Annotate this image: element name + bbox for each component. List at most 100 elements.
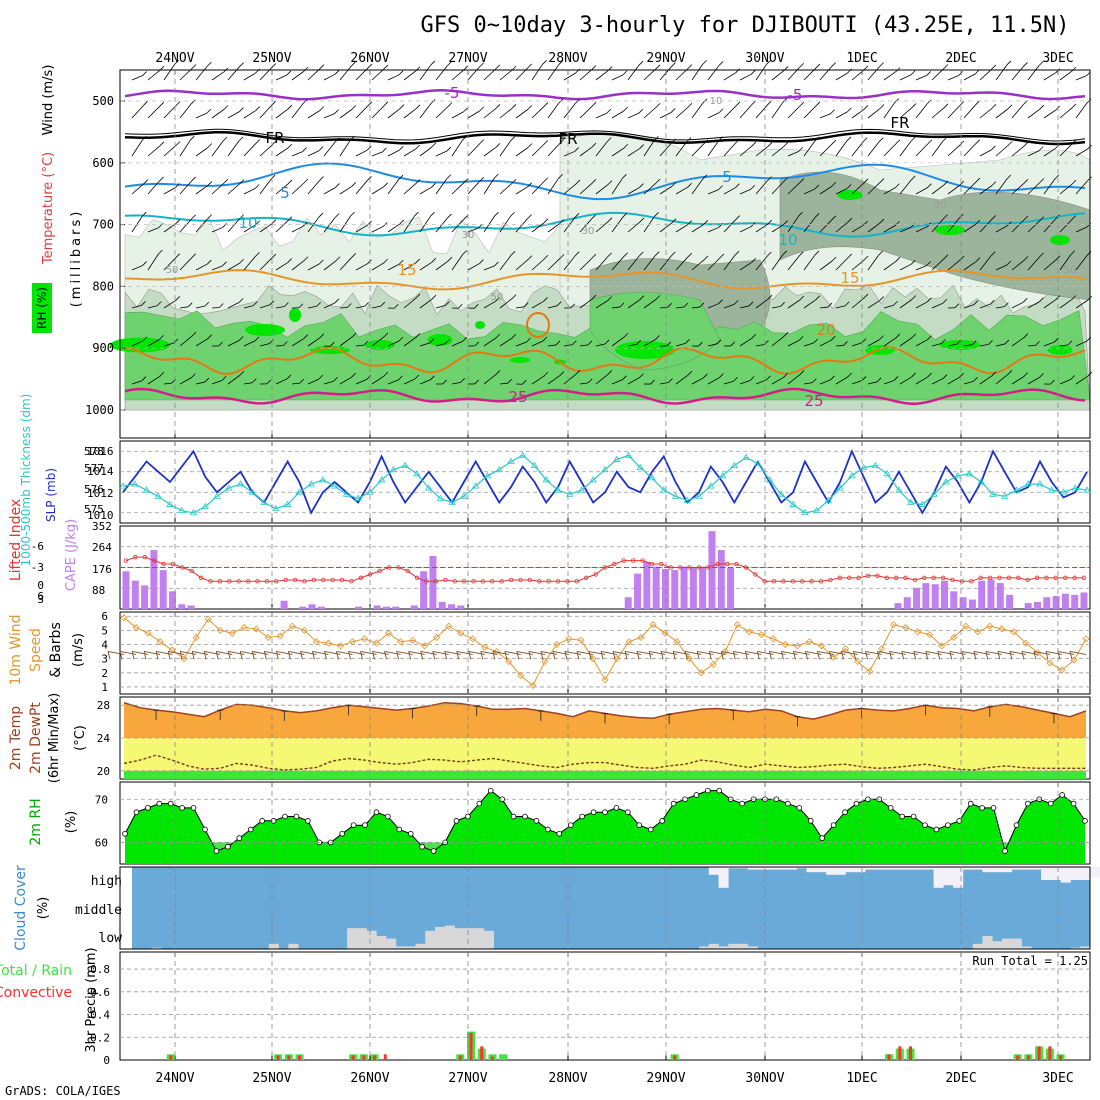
wind-barb bbox=[291, 182, 305, 195]
wind-barb-flag bbox=[799, 101, 805, 107]
cape-bar bbox=[410, 605, 418, 609]
cape-bar bbox=[940, 580, 948, 609]
li-marker bbox=[480, 579, 486, 584]
wind-barb bbox=[675, 141, 688, 157]
wind-barb-flag bbox=[238, 298, 244, 303]
li-marker bbox=[227, 579, 232, 584]
wind-barb bbox=[336, 650, 353, 655]
li-marker bbox=[302, 579, 307, 584]
temp-contour bbox=[124, 131, 1086, 146]
wind-barb-flag bbox=[925, 651, 929, 660]
wind-barb bbox=[723, 304, 735, 309]
wind-speed-marker bbox=[817, 642, 826, 650]
wind-barb bbox=[435, 260, 449, 271]
wind-barb bbox=[211, 182, 225, 195]
wind-barb-flag bbox=[275, 651, 279, 660]
wind-barb bbox=[707, 257, 721, 271]
wind-barb-flag bbox=[749, 376, 755, 381]
thickness-marker bbox=[589, 476, 597, 483]
wind-barb bbox=[371, 305, 381, 309]
wind-barb bbox=[307, 263, 320, 271]
wind-barb-flag bbox=[783, 177, 789, 182]
wind-barb-flag bbox=[1006, 60, 1012, 66]
wind-barb-flag bbox=[911, 333, 917, 339]
rh-marker bbox=[293, 813, 300, 820]
wind-barb bbox=[963, 223, 977, 233]
wind-barb-flag bbox=[187, 302, 193, 308]
wind-barb bbox=[611, 306, 621, 309]
wind-barb bbox=[611, 110, 624, 119]
ylabel-precip-2: Convective bbox=[0, 985, 72, 1001]
wind-barb bbox=[276, 650, 293, 655]
wind-speed-marker bbox=[300, 626, 308, 634]
cloud-high-bar bbox=[718, 867, 729, 888]
wind-barb bbox=[1011, 104, 1024, 119]
wind-barb bbox=[611, 336, 625, 347]
wind-speed-marker bbox=[312, 638, 320, 646]
wind-barb bbox=[673, 650, 690, 655]
wind-barb-flag bbox=[650, 379, 655, 385]
wind-barb-flag bbox=[831, 215, 837, 221]
wind-barb bbox=[131, 183, 145, 195]
wind-barb bbox=[829, 650, 846, 655]
wind-barb bbox=[1059, 183, 1073, 195]
wind-barb-flag bbox=[191, 214, 196, 220]
wind-barb-flag bbox=[398, 375, 403, 381]
wind-barb-flag bbox=[783, 142, 789, 147]
wind-barb-flag bbox=[991, 371, 997, 377]
wind-barb bbox=[371, 336, 385, 347]
date-label-top: 2DEC bbox=[945, 51, 976, 66]
wind-barb-flag bbox=[215, 651, 219, 660]
wind-barb-flag bbox=[668, 378, 673, 383]
li-marker bbox=[330, 577, 335, 583]
wind-barb-flag bbox=[222, 223, 227, 228]
wind-barb bbox=[451, 69, 465, 81]
wind-barb-flag bbox=[143, 179, 149, 184]
wind-barb bbox=[787, 182, 801, 195]
wind-barb bbox=[835, 257, 849, 271]
wind-barb bbox=[883, 71, 897, 81]
li-line bbox=[125, 556, 1084, 582]
wind-barb bbox=[211, 380, 223, 385]
wind-barb-flag bbox=[815, 63, 821, 69]
wind-barb bbox=[307, 150, 320, 157]
wind-barb bbox=[195, 381, 205, 385]
wind-barb bbox=[915, 103, 928, 119]
wind-barb-flag bbox=[473, 304, 479, 309]
cloud-high-bar bbox=[747, 867, 758, 870]
wind-barb bbox=[195, 112, 208, 119]
wind-barb bbox=[504, 650, 521, 655]
rh-marker bbox=[133, 809, 140, 816]
wind-barb bbox=[817, 650, 834, 655]
temp-contour bbox=[124, 89, 1086, 101]
rh-marker bbox=[785, 800, 791, 807]
wind-barb-flag bbox=[751, 141, 757, 147]
cloud-low-bar bbox=[738, 943, 749, 949]
wind-barb bbox=[147, 339, 160, 347]
wind-barb bbox=[835, 376, 848, 385]
wind-barb bbox=[595, 112, 608, 119]
wind-barb bbox=[979, 149, 992, 157]
wind-barb bbox=[851, 182, 865, 195]
wind-barb-flag bbox=[142, 211, 147, 217]
cloud-high-bar bbox=[982, 867, 993, 873]
li-marker bbox=[706, 565, 711, 570]
wind-barb-flag bbox=[927, 139, 933, 145]
wind-barb-flag bbox=[798, 251, 804, 257]
wind-speed-marker bbox=[745, 628, 753, 636]
wind-speed-marker bbox=[1046, 659, 1054, 667]
thickness-marker bbox=[424, 484, 433, 491]
cloud-high-bar bbox=[904, 867, 915, 870]
wind-barb-flag bbox=[686, 137, 692, 142]
wind-barb bbox=[947, 105, 961, 119]
wind-barb bbox=[467, 110, 480, 119]
wind-barb bbox=[348, 650, 365, 655]
wind-barb-flag bbox=[654, 212, 659, 217]
wind-barb bbox=[204, 650, 221, 655]
wind-barb bbox=[515, 306, 525, 309]
wind-barb-flag bbox=[175, 296, 181, 301]
wind-barb bbox=[371, 68, 385, 81]
wind-barb bbox=[291, 225, 304, 233]
wind-barb-flag bbox=[670, 108, 676, 113]
thickness-marker bbox=[471, 482, 480, 489]
